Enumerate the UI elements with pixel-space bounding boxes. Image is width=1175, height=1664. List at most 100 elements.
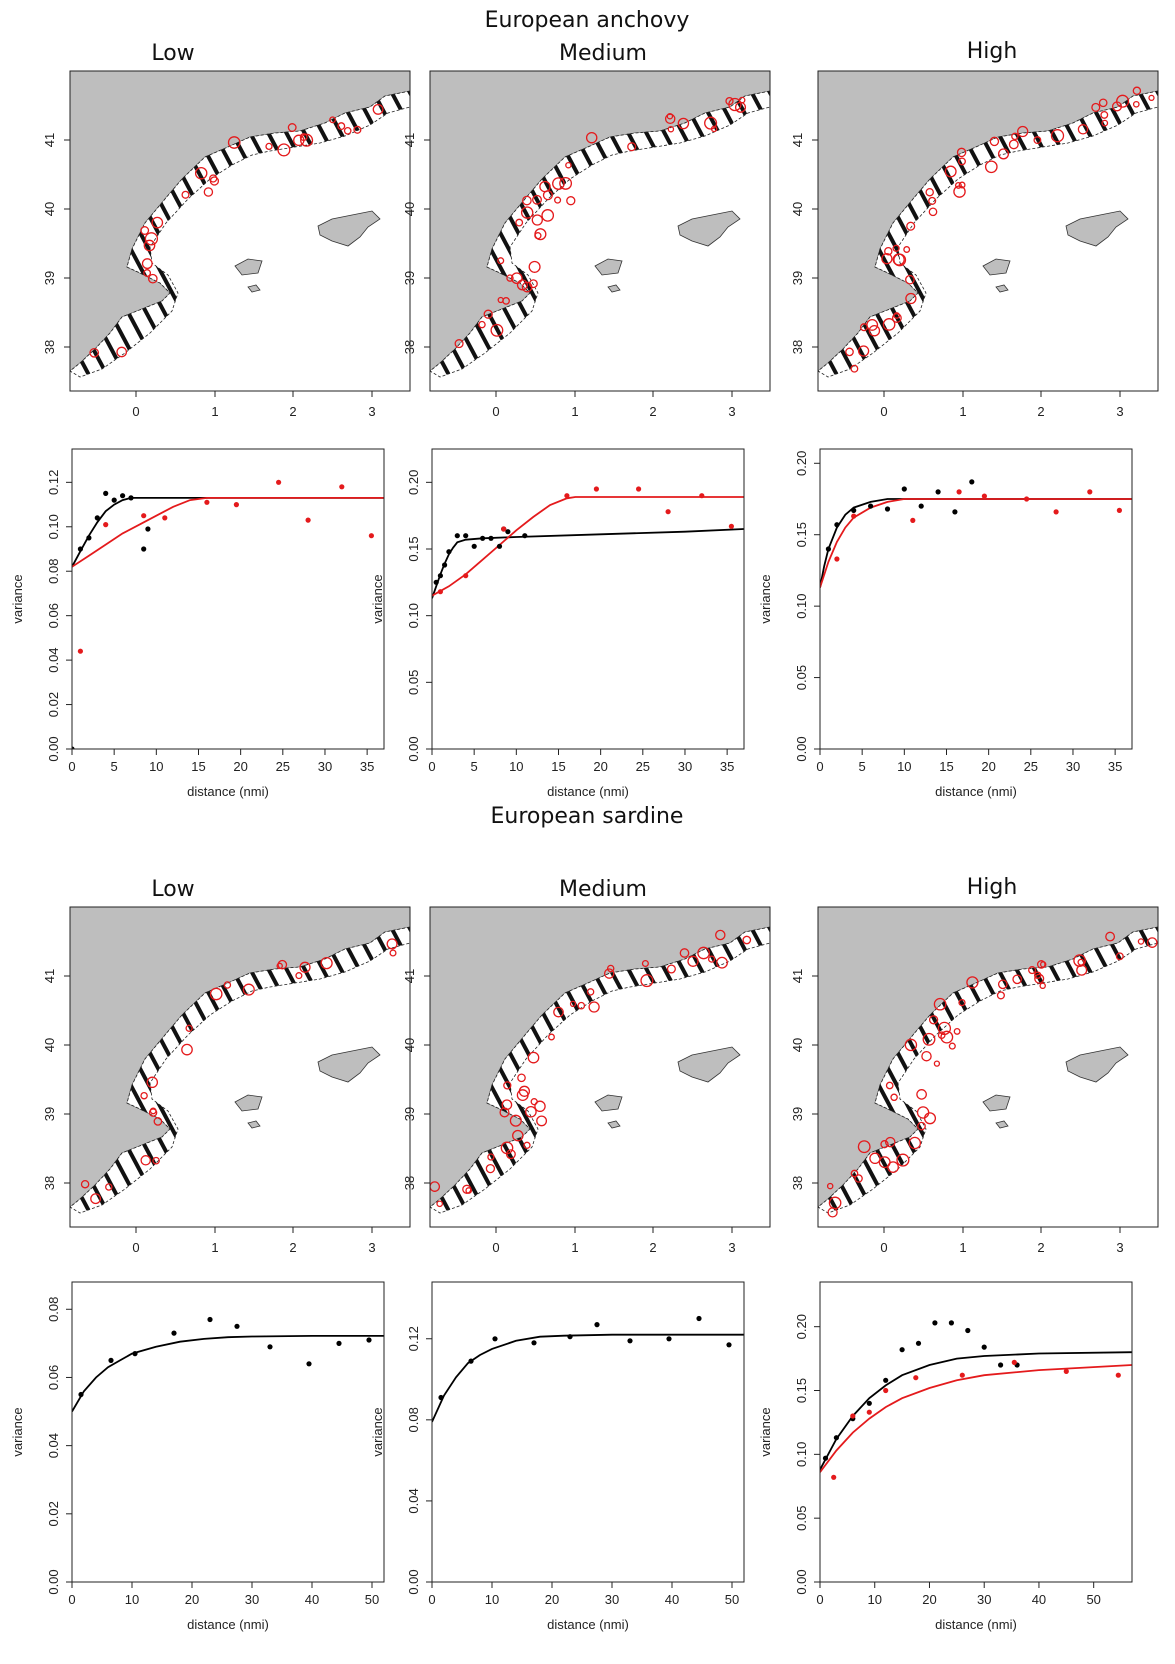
map-y-tick-label: 39: [402, 1107, 417, 1121]
x-tick-label: 35: [720, 759, 734, 774]
survey-point: [667, 125, 675, 133]
map-x-tick-label: 0: [492, 1240, 499, 1255]
survey-point: [518, 1085, 531, 1097]
survey-point: [153, 1117, 163, 1126]
variogram-point: [699, 493, 705, 499]
variogram-point: [948, 1320, 954, 1326]
survey-point: [826, 1182, 834, 1190]
survey-point: [501, 1099, 513, 1111]
survey-point: [850, 364, 859, 373]
variogram-point: [437, 573, 443, 579]
x-axis-label: distance (nmi): [935, 784, 1017, 799]
x-tick-label: 40: [1032, 1592, 1046, 1607]
y-tick-label: 0.08: [46, 1297, 61, 1322]
variogram-point: [77, 648, 83, 654]
survey-point: [497, 257, 505, 265]
survey-point: [300, 133, 314, 147]
panel-label: Medium: [559, 877, 647, 902]
y-tick-label: 0.02: [46, 1501, 61, 1526]
map-y-tick-label: 40: [42, 202, 57, 216]
map-y-tick-label: 41: [42, 969, 57, 983]
x-tick-label: 20: [981, 759, 995, 774]
survey-point: [116, 346, 128, 358]
panel-label: High: [967, 875, 1018, 900]
panel-label: Low: [151, 41, 194, 66]
section-title: European sardine: [491, 804, 684, 829]
plot-frame: [71, 1281, 385, 1583]
x-tick-label: 0: [816, 1592, 823, 1607]
survey-point: [1098, 98, 1108, 108]
survey-point: [586, 988, 595, 996]
variogram-point: [72, 746, 75, 749]
x-axis-label: distance (nmi): [935, 1617, 1017, 1632]
map-y-tick-label: 40: [790, 1038, 805, 1052]
variogram-panel: 0 5 10 15 20 25 30 35 0.00 0.02 0.04 0.06 0.08 0.10 0.…: [10, 448, 385, 799]
survey-point: [140, 226, 150, 235]
variogram-point: [969, 479, 975, 485]
x-tick-label: 30: [605, 1592, 619, 1607]
variogram-point: [305, 517, 311, 523]
survey-point: [728, 97, 742, 112]
map-panel: 0 1 2 3 38 39 40 41: [42, 906, 411, 1255]
variogram-panel: 0 5 10 15 20 25 30 35 0.00 0.05 0.10 0.15 0.20 distan…: [758, 448, 1133, 799]
survey-point: [527, 1051, 540, 1064]
model-curve: [820, 498, 1132, 588]
variogram-point: [1011, 1359, 1017, 1365]
y-axis-label: variance: [758, 574, 773, 623]
map-y-tick-label: 41: [790, 969, 805, 983]
variogram-point: [1087, 489, 1093, 495]
plot-frame: [71, 448, 385, 750]
y-axis-label: variance: [758, 1407, 773, 1456]
survey-point: [1132, 100, 1140, 108]
survey-point: [552, 177, 565, 190]
variogram-point: [665, 509, 671, 515]
survey-point: [940, 1030, 954, 1044]
survey-point: [866, 318, 879, 331]
survey-point: [905, 292, 917, 305]
y-tick-label: 0.00: [46, 1569, 61, 1594]
map-y-tick-label: 39: [402, 271, 417, 285]
survey-point: [697, 946, 710, 960]
survey-point: [958, 998, 966, 1007]
survey-point: [430, 1181, 441, 1192]
survey-point: [140, 1091, 148, 1100]
variogram-point: [866, 1400, 872, 1406]
survey-point: [1012, 974, 1023, 985]
map-y-tick-label: 38: [42, 1176, 57, 1190]
y-tick-label: 0.04: [46, 647, 61, 672]
survey-point: [1017, 125, 1029, 138]
x-tick-label: 10: [125, 1592, 139, 1607]
survey-point: [903, 246, 911, 253]
survey-point: [553, 1006, 564, 1018]
x-tick-label: 5: [471, 759, 478, 774]
y-axis-label: variance: [370, 574, 385, 623]
y-tick-label: 0.04: [46, 1433, 61, 1458]
variogram-point: [866, 1409, 872, 1415]
survey-point: [528, 279, 538, 289]
survey-point: [265, 142, 273, 151]
variogram-point: [822, 1455, 829, 1461]
survey-point: [954, 181, 962, 189]
survey-point: [181, 1043, 193, 1056]
variogram-point: [918, 503, 924, 509]
survey-point: [80, 1179, 90, 1189]
variogram-point: [132, 1351, 138, 1357]
survey-point: [1100, 110, 1109, 119]
survey-point: [227, 136, 241, 149]
survey-point: [1137, 938, 1145, 945]
survey-point: [141, 258, 153, 270]
map-y-tick-label: 39: [790, 271, 805, 285]
survey-point: [1011, 132, 1019, 141]
x-tick-label: 20: [185, 1592, 199, 1607]
map-frame: [429, 70, 771, 392]
x-tick-label: 30: [318, 759, 332, 774]
y-tick-label: 0.15: [406, 536, 421, 561]
survey-point: [506, 274, 514, 282]
plots-layer: 0 5 10 15 20 25 30 350.000.020.040.060.080.100.…: [10, 448, 1133, 1632]
survey-point: [868, 324, 881, 337]
y-tick-label: 0.10: [794, 1442, 809, 1467]
x-axis-label: distance (nmi): [547, 784, 629, 799]
variogram-point: [915, 1340, 922, 1346]
map-panel: 0 1 2 3 38 39 40 41: [402, 70, 771, 419]
survey-point: [485, 1163, 496, 1174]
